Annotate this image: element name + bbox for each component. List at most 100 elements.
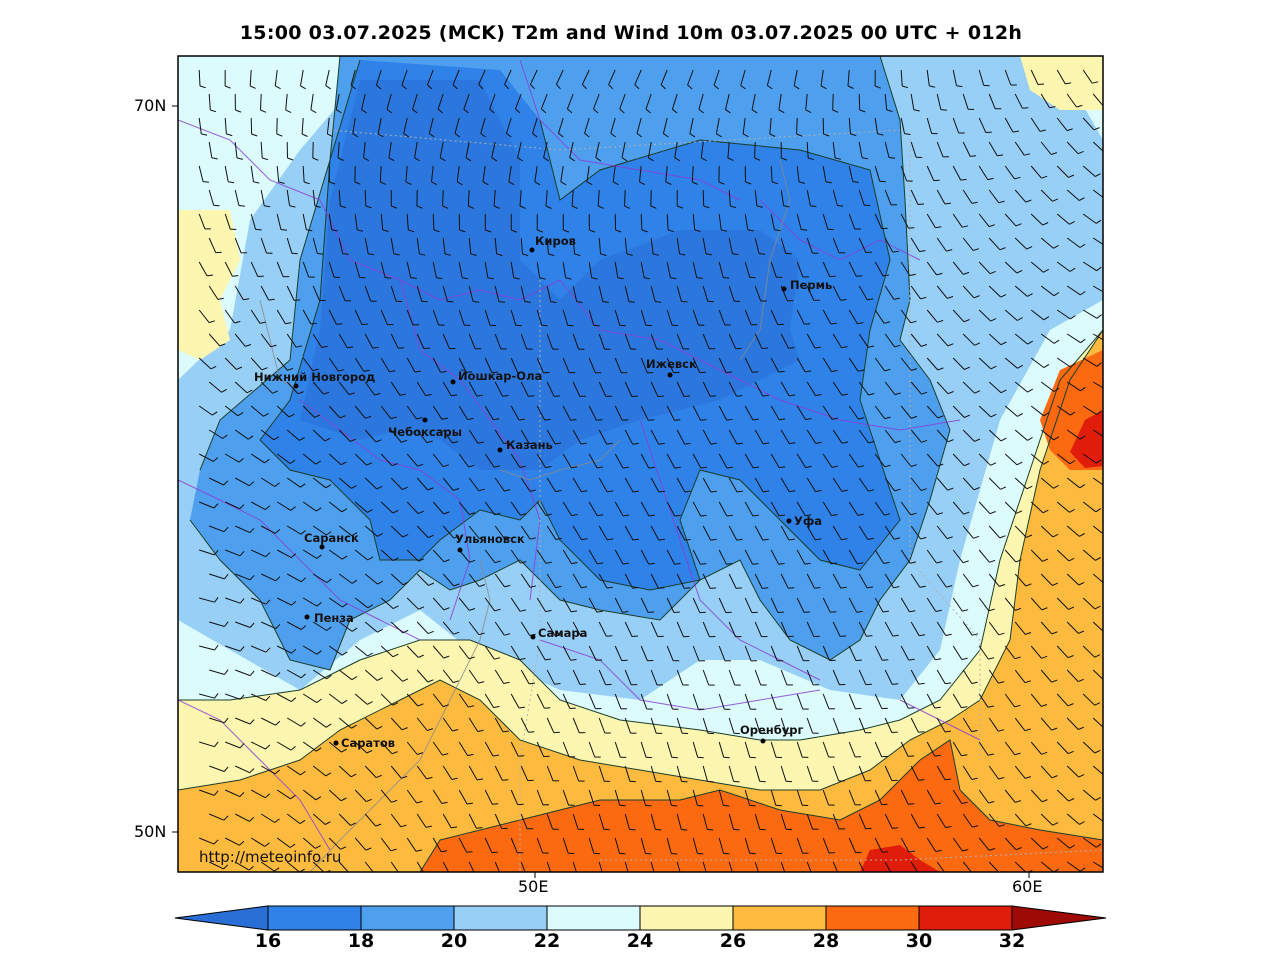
- wind-barb-shaft: [715, 117, 720, 134]
- wind-barb-shaft: [286, 189, 291, 206]
- wind-barb-shaft: [208, 861, 224, 870]
- wind-barb-shaft: [936, 381, 949, 395]
- wind-barb-flag: [443, 655, 450, 659]
- wind-barb-flag: [1026, 534, 1033, 538]
- wind-barb-shaft: [1030, 501, 1044, 514]
- wind-barb-flag: [211, 157, 218, 160]
- wind-barb-shaft: [312, 717, 327, 728]
- wind-barb-shaft: [884, 525, 895, 540]
- wind-barb-flag: [857, 322, 864, 325]
- wind-barb-flag: [260, 109, 267, 113]
- wind-barb-shaft: [952, 549, 964, 564]
- wind-barb-shaft: [562, 309, 569, 326]
- wind-barb-shaft: [1066, 93, 1077, 108]
- wind-barb-flag: [1105, 774, 1110, 777]
- wind-barb-flag: [402, 533, 409, 538]
- wind-barb-shaft: [234, 813, 250, 822]
- wind-barb-shaft: [286, 285, 295, 301]
- wind-barb-flag: [528, 731, 535, 733]
- wind-barb-flag: [972, 825, 979, 828]
- wind-barb-shaft: [1004, 645, 1016, 660]
- wind-barb-flag: [736, 395, 743, 397]
- wind-barb-shaft: [978, 261, 991, 275]
- wind-barb-shaft: [442, 429, 453, 444]
- wind-barb-flag: [830, 611, 837, 613]
- wind-barb-shaft: [250, 309, 261, 324]
- wind-barb-shaft: [692, 261, 698, 278]
- wind-barb-shaft: [364, 717, 378, 730]
- wind-barb-shaft: [458, 309, 465, 326]
- wind-barb-shaft: [1082, 261, 1097, 272]
- wind-barb-flag: [468, 656, 475, 660]
- wind-barb-shaft: [728, 381, 737, 397]
- wind-barb-flag: [866, 635, 873, 637]
- wind-barb-flag: [417, 703, 424, 707]
- wind-barb-shaft: [598, 813, 605, 830]
- wind-barb-shaft: [224, 357, 237, 370]
- wind-barb-flag: [935, 658, 942, 661]
- wind-barb-flag: [934, 754, 941, 757]
- wind-barb-shaft: [484, 261, 489, 278]
- wind-barb-shaft: [364, 477, 378, 490]
- wind-barb-shaft: [452, 69, 460, 85]
- wind-barb-shaft: [640, 309, 647, 326]
- wind-barb-shaft: [354, 645, 368, 657]
- wind-barb-flag: [389, 370, 396, 373]
- wind-barb-flag: [442, 464, 449, 468]
- wind-barb-shaft: [952, 261, 964, 275]
- wind-barb-flag: [392, 653, 399, 658]
- wind-barb-flag: [494, 608, 501, 612]
- wind-barb-flag: [908, 850, 915, 853]
- wind-barb-shaft: [598, 765, 605, 782]
- wind-barb-shaft: [910, 621, 920, 637]
- wind-barb-shaft: [962, 669, 973, 684]
- wind-barb-shaft: [832, 333, 842, 348]
- wind-barb-shaft: [926, 741, 936, 757]
- wind-barb-shaft: [650, 237, 654, 254]
- wind-barb-flag: [478, 632, 485, 636]
- wind-barb-shaft: [936, 717, 946, 733]
- wind-barb-flag: [857, 513, 864, 516]
- wind-barb-shaft: [640, 837, 646, 854]
- wind-barb-shaft: [199, 501, 215, 509]
- wind-barb-shaft: [900, 117, 905, 134]
- wind-barb-shaft: [442, 717, 453, 732]
- wind-barb-shaft: [910, 333, 922, 347]
- wind-barb-flag: [522, 253, 529, 257]
- wind-barb-flag: [489, 108, 495, 114]
- wind-barb-shaft: [546, 333, 554, 350]
- wind-barb-flag: [340, 205, 347, 209]
- wind-barb-flag: [545, 658, 552, 661]
- wind-barb-shaft: [338, 525, 353, 537]
- wind-barb-shaft: [286, 861, 300, 872]
- wind-barb-shaft: [412, 93, 418, 110]
- wind-barb-shaft: [1056, 453, 1071, 465]
- wind-barb-shaft: [1014, 93, 1023, 109]
- wind-barb-shaft: [494, 861, 500, 872]
- colorbar-label-16: 16: [254, 930, 282, 952]
- wind-barb-shaft: [702, 477, 712, 493]
- wind-barb-shaft: [728, 237, 733, 254]
- wind-barb-flag: [815, 394, 822, 397]
- wind-barb-shaft: [796, 213, 802, 230]
- wind-barb-flag: [894, 392, 901, 396]
- wind-barb-flag: [571, 610, 578, 613]
- wind-barb-flag: [367, 604, 374, 609]
- wind-barb-flag: [725, 371, 733, 373]
- wind-barb-flag: [834, 157, 842, 160]
- wind-barb-shaft: [936, 573, 947, 588]
- wind-barb-shaft: [1066, 765, 1080, 778]
- wind-barb-flag: [805, 109, 812, 114]
- wind-barb-shaft: [276, 261, 284, 277]
- wind-barb-flag: [1067, 655, 1074, 659]
- wind-barb-shaft: [406, 693, 419, 707]
- wind-barb-shaft: [286, 477, 301, 488]
- wind-barb-flag: [961, 801, 968, 804]
- wind-barb-shaft: [822, 357, 833, 372]
- wind-barb-shaft: [302, 501, 317, 512]
- wind-barb-shaft: [250, 405, 264, 417]
- wind-barb-flag: [645, 108, 651, 114]
- wind-barb-shaft: [598, 333, 605, 350]
- wind-barb-shaft: [468, 333, 476, 349]
- wind-barb-shaft: [260, 141, 263, 159]
